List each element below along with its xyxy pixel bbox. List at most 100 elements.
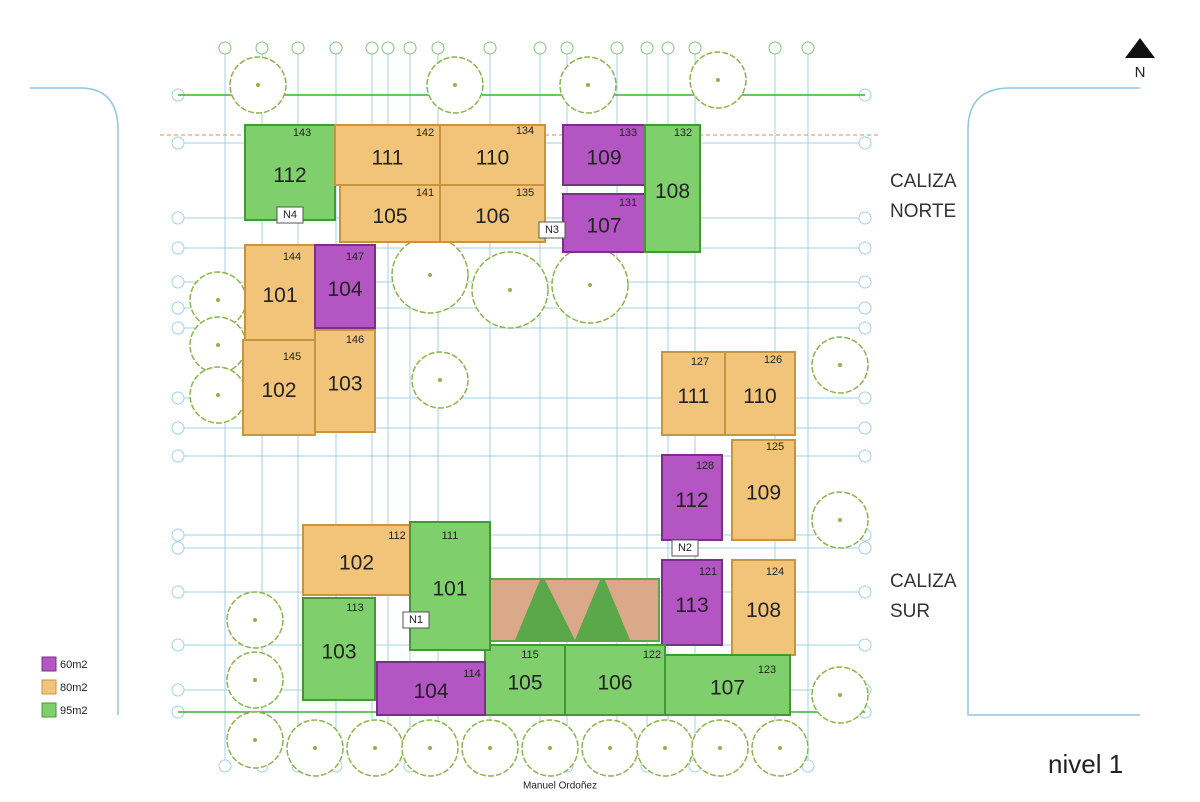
courtyard-path [545, 580, 600, 640]
axis-bubble [801, 41, 815, 55]
unit-number: 105 [507, 672, 542, 695]
axis-bubble [171, 449, 185, 463]
axis-bubble [218, 759, 232, 773]
axis-bubble [768, 41, 782, 55]
unit-number: 107 [710, 677, 745, 700]
tree-trunk [588, 283, 592, 287]
axis-bubble [431, 41, 445, 55]
unit [314, 244, 376, 329]
axis-bubble [403, 41, 417, 55]
tree-trunk [838, 518, 842, 522]
unit [564, 644, 666, 716]
unit-number: 102 [261, 379, 296, 402]
axis-bubble [365, 41, 379, 55]
unit [562, 193, 646, 253]
unit [439, 184, 546, 243]
axis-bubble [171, 211, 185, 225]
room-number: 111 [442, 530, 459, 542]
legend-label: 60m2 [60, 659, 88, 671]
room-number: 112 [388, 530, 406, 542]
tree-trunk [718, 746, 722, 750]
axis-bubble [858, 638, 872, 652]
core [276, 206, 304, 224]
legend-swatch [41, 656, 57, 672]
unit-number: 104 [413, 680, 448, 703]
unit-number: 107 [586, 215, 621, 238]
tree-trunk [216, 298, 220, 302]
unit [376, 661, 486, 716]
unit-number: 108 [655, 180, 690, 203]
unit [731, 439, 796, 541]
unit [661, 454, 723, 541]
unit-number: 106 [475, 205, 510, 228]
unit-number: 102 [339, 552, 374, 575]
courtyard-path [605, 580, 658, 640]
axis-bubble [171, 528, 185, 542]
tree-trunk [508, 288, 512, 292]
tree-trunk [608, 746, 612, 750]
tree-trunk [488, 746, 492, 750]
level-label: nivel 1 [1048, 749, 1123, 779]
unit [661, 351, 726, 436]
building-name: CALIZA [890, 571, 957, 592]
tree-trunk [548, 746, 552, 750]
street-edge [30, 87, 119, 715]
unit [334, 124, 441, 186]
tree-trunk [253, 678, 257, 682]
unit-number: 101 [432, 578, 467, 601]
tree-trunk [716, 78, 720, 82]
room-number: 127 [691, 356, 709, 368]
room-number: 114 [463, 668, 481, 680]
tree-trunk [313, 746, 317, 750]
axis-bubble [329, 41, 343, 55]
room-number: 125 [766, 441, 784, 453]
unit [644, 124, 701, 253]
room-number: 135 [516, 187, 534, 199]
room-number: 115 [521, 649, 539, 661]
unit [661, 559, 723, 646]
unit [242, 339, 316, 436]
core [402, 611, 430, 629]
core [538, 221, 566, 239]
unit [439, 124, 546, 186]
axis-bubble [858, 391, 872, 405]
tree-trunk [253, 618, 257, 622]
unit [409, 521, 491, 651]
unit [302, 597, 376, 701]
legend-swatch [41, 702, 57, 718]
axis-bubble [858, 211, 872, 225]
tree-trunk [438, 378, 442, 382]
core-label: N4 [283, 209, 297, 221]
unit-number: 105 [372, 205, 407, 228]
unit-number: 111 [372, 147, 404, 170]
unit [302, 524, 411, 596]
axis-bubble [610, 41, 624, 55]
axis-bubble [171, 136, 185, 150]
tree-trunk [663, 746, 667, 750]
axis-bubble [171, 391, 185, 405]
axis-bubble [171, 321, 185, 335]
tree-trunk [216, 343, 220, 347]
room-number: 145 [283, 351, 301, 363]
unit-number: 103 [327, 373, 362, 396]
axis-bubble [171, 683, 185, 697]
legend: 60m2 80m2 95m2 [41, 656, 88, 718]
tree-trunk [778, 746, 782, 750]
building-name: CALIZA [890, 171, 957, 192]
axis-bubble [171, 638, 185, 652]
core-label: N3 [545, 224, 559, 236]
core-label: N2 [678, 542, 692, 554]
tree-trunk [373, 746, 377, 750]
building-name: SUR [890, 601, 930, 622]
axis-bubble [483, 41, 497, 55]
axis-bubble [218, 41, 232, 55]
unit-number: 106 [597, 672, 632, 695]
legend-label: 80m2 [60, 682, 88, 694]
room-number: 126 [764, 354, 782, 366]
tree-trunk [838, 693, 842, 697]
unit-number: 103 [321, 641, 356, 664]
unit-number: 112 [675, 489, 708, 512]
axis-bubble [858, 321, 872, 335]
core-label: N1 [409, 614, 423, 626]
